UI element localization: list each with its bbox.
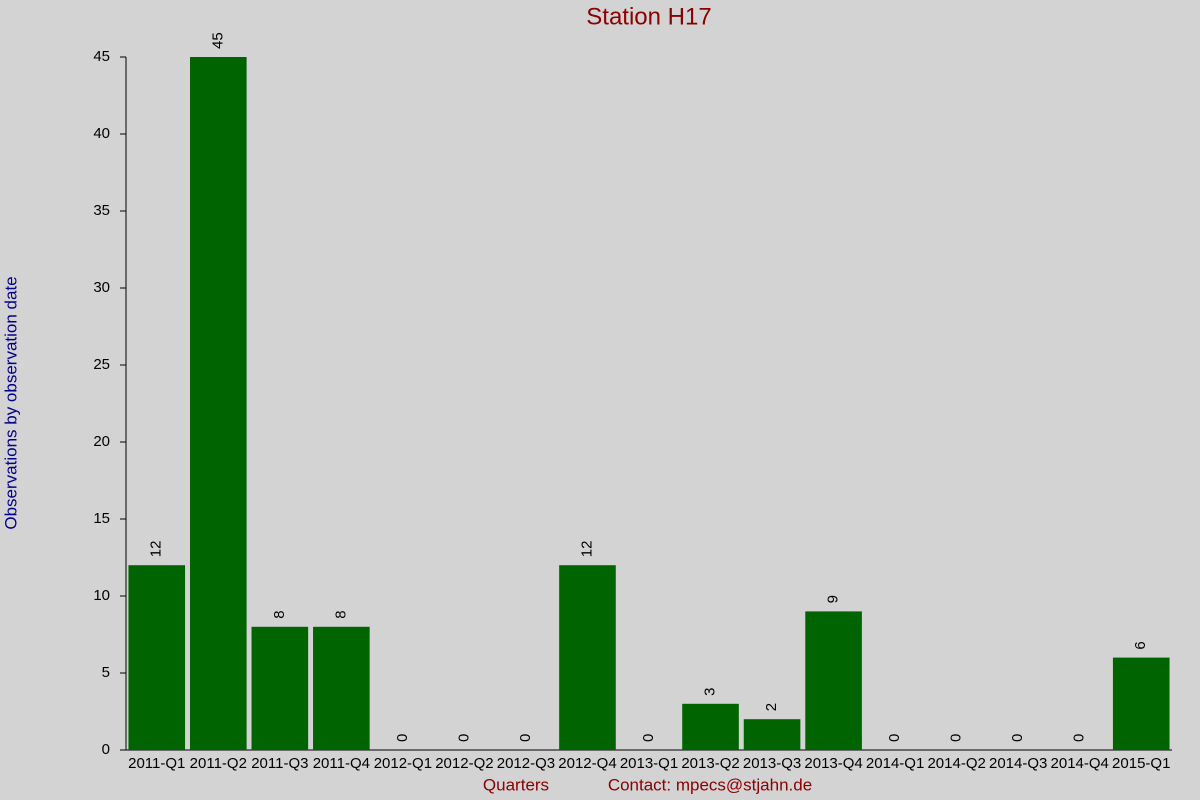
y-tick-label: 20 xyxy=(93,433,110,450)
x-tick-label: 2011-Q1 xyxy=(128,755,185,772)
value-label: 0 xyxy=(1009,734,1026,742)
value-label: 9 xyxy=(825,595,842,603)
value-label: 45 xyxy=(209,32,226,49)
x-tick-label: 2011-Q4 xyxy=(313,755,370,772)
y-tick-label: 0 xyxy=(102,741,110,758)
value-label: 6 xyxy=(1132,641,1149,649)
value-label: 3 xyxy=(701,687,718,695)
y-tick-label: 40 xyxy=(93,125,110,142)
value-label: 8 xyxy=(332,610,349,618)
y-tick-label: 35 xyxy=(93,202,110,219)
y-tick-label: 15 xyxy=(93,510,110,527)
bar xyxy=(805,611,862,750)
x-tick-label: 2013-Q3 xyxy=(743,755,801,772)
x-tick-label: 2012-Q3 xyxy=(497,755,555,772)
y-axis-label: Observations by observation date xyxy=(1,276,20,529)
bar xyxy=(128,565,186,750)
value-label: 0 xyxy=(1071,734,1088,742)
bar xyxy=(251,626,309,750)
x-tick-label: 2012-Q2 xyxy=(435,755,493,772)
x-tick-label: 2014-Q2 xyxy=(927,755,985,772)
value-label: 2 xyxy=(763,703,780,711)
x-tick-label: 2011-Q2 xyxy=(190,755,247,772)
bar xyxy=(1112,657,1170,750)
x-tick-label: 2015-Q1 xyxy=(1112,755,1170,772)
bar xyxy=(682,703,739,750)
x-tick-label: 2012-Q4 xyxy=(558,755,616,772)
chart-title: Station H17 xyxy=(586,3,711,30)
value-label: 0 xyxy=(394,734,411,742)
x-tick-label: 2013-Q4 xyxy=(804,755,862,772)
value-label: 0 xyxy=(517,734,534,742)
y-tick-label: 45 xyxy=(93,48,110,65)
x-tick-label: 2014-Q4 xyxy=(1051,755,1109,772)
bar xyxy=(559,565,616,750)
y-tick-label: 5 xyxy=(102,664,110,681)
bar xyxy=(743,719,801,750)
value-label: 0 xyxy=(886,734,903,742)
value-label: 0 xyxy=(640,734,657,742)
x-tick-label: 2013-Q1 xyxy=(620,755,678,772)
y-tick-label: 10 xyxy=(93,587,110,604)
value-label: 0 xyxy=(455,734,472,742)
bar xyxy=(313,626,370,750)
x-axis-label: Quarters xyxy=(483,775,549,794)
x-tick-label: 2011-Q3 xyxy=(251,755,308,772)
y-tick-label: 25 xyxy=(93,356,110,373)
value-label: 12 xyxy=(578,541,595,558)
y-tick-label: 30 xyxy=(93,279,110,296)
value-label: 8 xyxy=(271,610,288,618)
value-label: 0 xyxy=(948,734,965,742)
x-tick-label: 2014-Q1 xyxy=(866,755,924,772)
value-label: 12 xyxy=(148,541,165,558)
x-tick-label: 2013-Q2 xyxy=(681,755,739,772)
x-tick-label: 2012-Q1 xyxy=(374,755,432,772)
contact-note: Contact: mpecs@stjahn.de xyxy=(608,775,812,794)
x-tick-label: 2014-Q3 xyxy=(989,755,1047,772)
bar xyxy=(189,57,247,750)
